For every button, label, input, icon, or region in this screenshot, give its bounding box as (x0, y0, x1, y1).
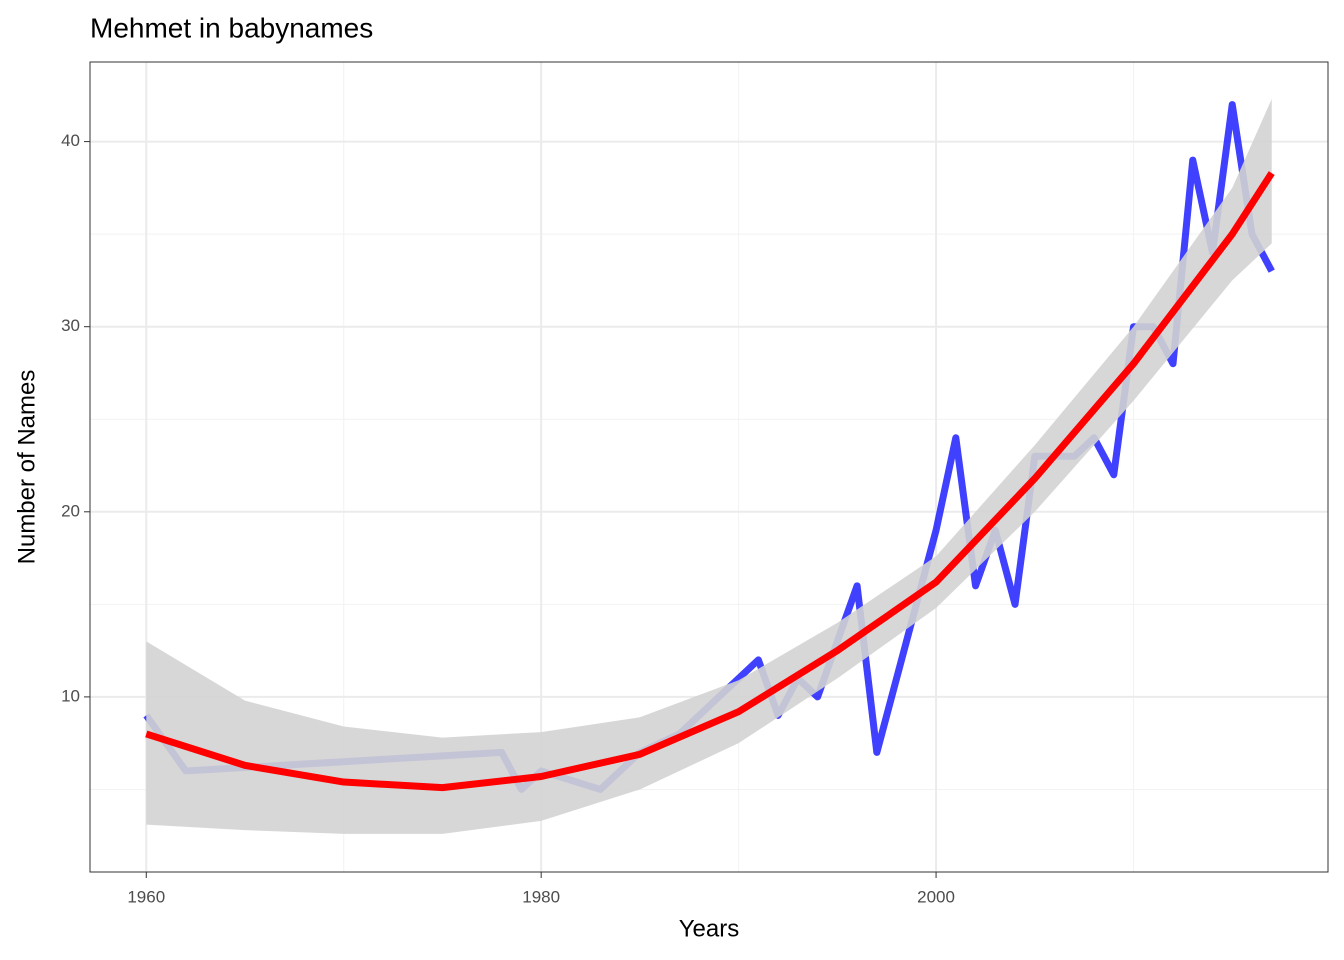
x-tick-label: 1960 (127, 887, 165, 906)
y-tick-label: 10 (61, 686, 80, 705)
line (143, 101, 1275, 793)
plot-border (89, 61, 1329, 873)
x-tick-label: 2000 (917, 887, 955, 906)
x-axis-title: Years (679, 915, 740, 942)
y-axis-title: Number of Names (13, 370, 40, 565)
y-tick-label: 40 (61, 131, 80, 150)
y-tick-label: 30 (61, 316, 80, 335)
line (145, 171, 1275, 792)
chart-title: Mehmet in babynames (90, 12, 373, 43)
x-tick-label: 1980 (522, 887, 560, 906)
y-tick-label: 20 (61, 501, 80, 520)
